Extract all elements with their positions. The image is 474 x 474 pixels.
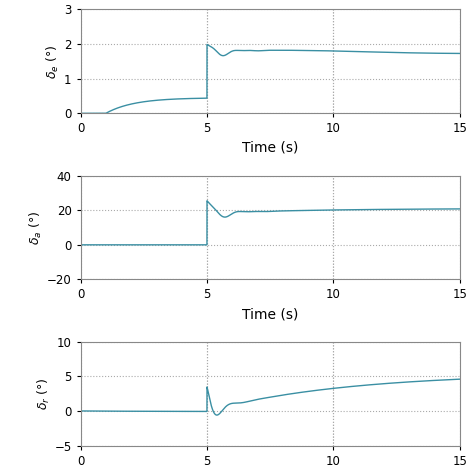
Y-axis label: $\delta_e$ (°): $\delta_e$ (°) — [45, 44, 61, 79]
X-axis label: Time (s): Time (s) — [242, 141, 298, 155]
Y-axis label: $\delta_a$ (°): $\delta_a$ (°) — [28, 210, 44, 245]
X-axis label: Time (s): Time (s) — [242, 307, 298, 321]
X-axis label: Time (s): Time (s) — [242, 473, 298, 474]
Y-axis label: $\delta_r$ (°): $\delta_r$ (°) — [36, 377, 52, 410]
